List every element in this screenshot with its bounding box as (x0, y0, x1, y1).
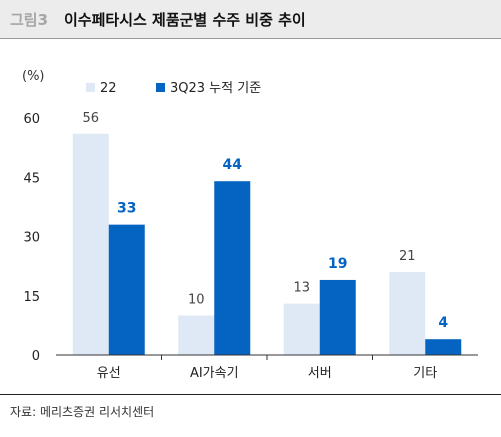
bar-series-22-1 (178, 315, 215, 355)
y-axis: 0 15 30 45 60 (23, 112, 40, 364)
bar-series-22-2 (283, 303, 320, 355)
data-label: 21 (399, 249, 416, 264)
y-tick-label: 0 (32, 349, 40, 364)
bar-series-3q23-3 (425, 339, 462, 355)
bar-series-22-0 (72, 133, 109, 355)
data-label: 56 (82, 111, 99, 126)
legend-swatch (86, 83, 95, 92)
footer-divider (0, 394, 501, 395)
bar-series-3q23-2 (319, 279, 356, 355)
y-tick-label: 45 (23, 171, 40, 186)
legend: 22 3Q23 누적 기준 (86, 81, 261, 96)
data-label: 44 (223, 157, 243, 173)
source-note: 자료: 메리츠증권 리서치센터 (10, 405, 155, 419)
bar-chart: (%) 22 3Q23 누적 기준 0 15 30 45 60 56 33 10 44 13 19 2… (22, 69, 478, 381)
bar-series-3q23-0 (108, 224, 145, 355)
x-axis: 유선 AI가속기 서버 기타 (56, 354, 478, 381)
data-label: 19 (328, 256, 347, 272)
bar-series-22-3 (389, 272, 426, 355)
legend-swatch (156, 83, 165, 92)
x-category-label: AI가속기 (190, 366, 239, 381)
data-label: 10 (188, 293, 205, 308)
y-tick-label: 30 (23, 231, 40, 246)
figure-number: 그림3 (10, 11, 49, 29)
y-tick-label: 60 (23, 112, 40, 127)
y-axis-unit: (%) (22, 69, 45, 84)
bar-series-3q23-1 (214, 181, 251, 355)
data-label: 13 (293, 281, 310, 296)
header-divider (0, 38, 501, 39)
data-label: 4 (438, 315, 448, 331)
figure-title: 이수페타시스 제품군별 수주 비중 추이 (64, 11, 306, 29)
figure-header: 그림3 이수페타시스 제품군별 수주 비중 추이 (0, 0, 501, 38)
legend-label: 22 (100, 81, 117, 96)
x-category-label: 기타 (413, 366, 437, 381)
bars: 56 33 10 44 13 19 21 4 (72, 111, 462, 355)
x-category-label: 유선 (97, 366, 121, 381)
y-tick-label: 15 (23, 290, 40, 305)
data-label: 33 (117, 201, 136, 217)
x-category-label: 서버 (308, 366, 332, 381)
legend-label: 3Q23 누적 기준 (170, 81, 261, 96)
